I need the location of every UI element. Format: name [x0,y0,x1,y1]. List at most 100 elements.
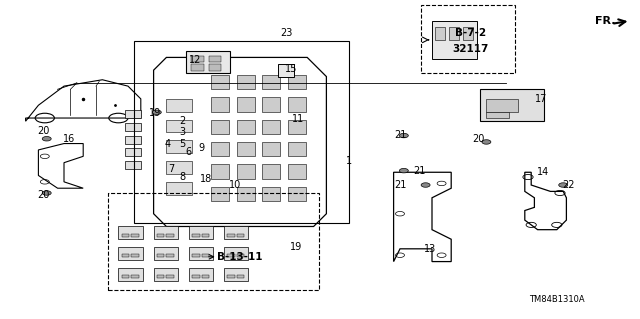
Bar [262,75,280,89]
Bar [189,226,213,239]
Text: FR.: FR. [595,16,615,26]
Bar [237,120,255,134]
Text: 21: 21 [394,130,406,140]
Bar [122,234,129,237]
Bar [237,234,244,237]
Bar [192,254,200,257]
Bar [125,136,141,144]
Bar [288,142,306,156]
Bar [211,120,229,134]
Bar [166,99,192,112]
Bar [480,89,544,121]
Bar [166,120,192,132]
Text: B-13-11: B-13-11 [217,252,263,262]
Text: TM84B1310A: TM84B1310A [529,295,584,304]
Bar [189,268,213,281]
Bar [192,234,200,237]
Text: 32117: 32117 [452,44,488,55]
Circle shape [42,191,51,195]
Text: 7: 7 [168,164,175,174]
Bar [288,164,306,179]
Bar [237,164,255,179]
Bar [224,247,248,260]
Bar [166,161,192,174]
Bar [108,193,319,290]
Bar [122,275,129,278]
Bar [237,75,255,89]
Bar [118,226,143,239]
Text: 23: 23 [280,28,293,39]
Bar [154,247,178,260]
Bar [202,254,209,257]
Bar [202,234,209,237]
Bar [211,97,229,112]
Text: 21: 21 [413,166,426,176]
Bar [224,268,248,281]
Bar [166,275,174,278]
Bar [227,234,235,237]
Text: 13: 13 [424,244,436,254]
Bar [224,226,248,239]
Bar [237,142,255,156]
Circle shape [152,110,161,115]
Bar [262,187,280,201]
Bar [209,64,221,71]
Bar [166,234,174,237]
Bar [288,75,306,89]
Text: 6: 6 [186,147,192,158]
Bar [237,254,244,257]
Text: 4: 4 [164,139,171,149]
Bar [166,254,174,257]
Text: 20: 20 [37,126,50,136]
Bar [186,51,230,73]
Text: 16: 16 [63,134,76,144]
Circle shape [399,168,408,173]
Bar [435,27,445,40]
Bar [157,254,164,257]
Bar [157,275,164,278]
Bar [211,142,229,156]
Bar [432,21,477,59]
Text: 21: 21 [394,180,406,190]
Text: 19: 19 [289,242,302,252]
Bar [278,64,294,77]
Text: 22: 22 [562,180,575,190]
Bar [463,27,473,40]
Bar [166,182,192,195]
Bar [154,268,178,281]
Bar [154,226,178,239]
Text: 2: 2 [179,116,186,126]
Bar [237,97,255,112]
Text: 17: 17 [534,94,547,104]
Text: 11: 11 [291,114,304,124]
Bar [166,140,192,153]
Bar [211,164,229,179]
Text: 1: 1 [346,156,352,166]
Text: 20: 20 [37,189,50,200]
Bar [288,120,306,134]
Bar [192,275,200,278]
Bar [122,254,129,257]
Bar [211,75,229,89]
Bar [237,275,244,278]
Bar [486,99,518,112]
Text: 19: 19 [148,108,161,118]
Bar [486,112,509,118]
Circle shape [42,137,51,141]
Text: 14: 14 [536,167,549,177]
Bar [189,247,213,260]
Bar [227,275,235,278]
Text: 9: 9 [198,143,205,153]
Circle shape [482,140,491,144]
Bar [262,142,280,156]
Bar [118,268,143,281]
Text: B-7-2: B-7-2 [455,28,486,39]
Text: 3: 3 [179,127,186,137]
Circle shape [421,183,430,187]
Bar [237,187,255,201]
Bar [131,234,139,237]
Bar [209,56,221,62]
Circle shape [559,183,568,187]
Bar [131,254,139,257]
Bar [191,64,204,71]
